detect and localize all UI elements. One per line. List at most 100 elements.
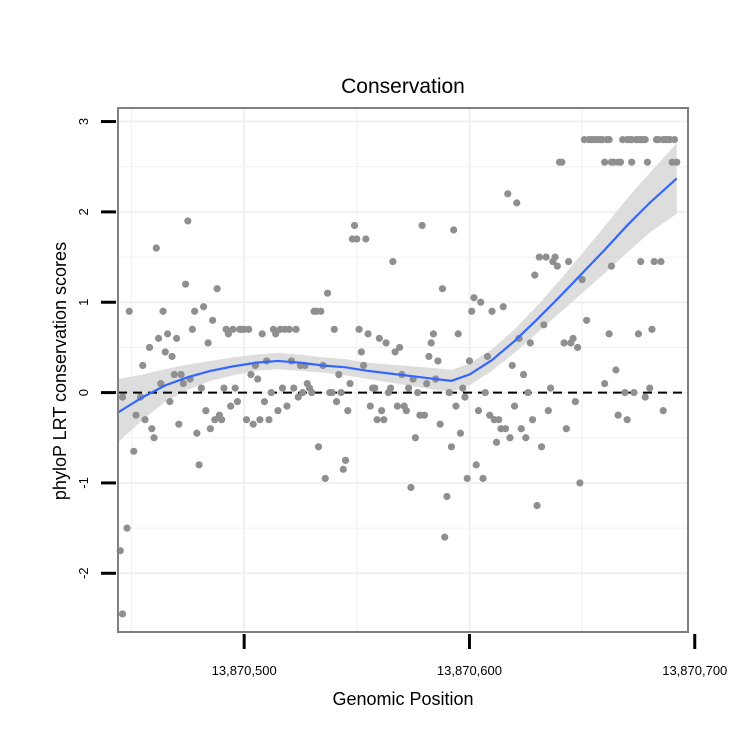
data-point <box>648 325 656 333</box>
data-point <box>630 388 638 397</box>
x-tick-label: 13,870,700 <box>662 663 727 678</box>
data-point <box>583 316 591 324</box>
data-point <box>168 352 176 361</box>
data-point <box>382 339 390 347</box>
data-point <box>569 334 577 342</box>
data-point <box>659 136 667 144</box>
data-point <box>357 348 365 356</box>
data-point <box>323 289 332 297</box>
data-point <box>441 533 449 541</box>
data-point <box>643 158 652 166</box>
data-point <box>260 398 269 406</box>
smooth-line <box>117 177 678 414</box>
data-point <box>641 136 649 144</box>
data-point <box>150 434 158 442</box>
x-axis-label: Genomic Position <box>332 689 473 709</box>
data-point <box>118 393 127 401</box>
data-point <box>188 325 196 333</box>
data-point <box>499 303 507 311</box>
data-point <box>438 285 447 293</box>
data-point <box>612 366 620 374</box>
data-point <box>470 294 478 302</box>
data-point <box>278 384 287 392</box>
data-point <box>477 298 485 306</box>
data-point <box>350 221 359 230</box>
data-point <box>353 235 361 243</box>
data-point <box>161 348 169 356</box>
data-point <box>285 325 293 333</box>
data-point <box>283 402 291 410</box>
data-point <box>227 402 235 410</box>
y-tick-label: 1 <box>76 299 91 306</box>
data-point <box>454 330 462 338</box>
data-point <box>483 352 492 361</box>
data-point <box>211 416 219 424</box>
y-tick-label: -2 <box>76 567 91 579</box>
data-point <box>414 388 422 397</box>
data-point <box>364 330 372 338</box>
data-point <box>344 407 352 415</box>
data-point <box>130 447 138 455</box>
data-point <box>290 384 298 392</box>
data-point <box>377 407 386 415</box>
data-point <box>242 416 251 424</box>
data-point <box>504 190 512 198</box>
data-point <box>233 398 242 406</box>
data-point <box>510 402 519 410</box>
data-point <box>157 379 165 388</box>
data-point <box>118 610 127 618</box>
data-point <box>193 429 201 437</box>
data-point <box>501 425 510 433</box>
data-point <box>308 388 316 397</box>
data-point <box>258 330 266 338</box>
data-point <box>154 334 163 342</box>
data-point <box>249 420 257 428</box>
data-point <box>427 339 435 347</box>
smooth-line-path <box>117 177 678 414</box>
data-point <box>213 285 221 293</box>
data-point <box>544 407 552 415</box>
data-point <box>204 339 212 347</box>
data-point <box>641 393 649 401</box>
data-point <box>152 244 160 252</box>
data-point <box>657 257 665 266</box>
data-point <box>526 339 534 347</box>
data-point <box>468 307 476 315</box>
data-point <box>601 158 609 166</box>
data-point <box>220 384 228 392</box>
data-point <box>330 325 338 333</box>
data-point <box>355 325 363 333</box>
data-point <box>294 393 302 401</box>
data-point <box>574 343 582 352</box>
data-point <box>474 407 483 415</box>
x-tick-label: 13,870,600 <box>437 663 502 678</box>
data-point <box>407 483 415 492</box>
data-point <box>558 158 566 166</box>
x-tick-label: 13,870,500 <box>212 663 277 678</box>
data-point <box>224 330 232 338</box>
data-point <box>614 158 622 166</box>
data-point <box>123 524 131 532</box>
data-point <box>429 330 438 338</box>
data-point <box>191 307 199 315</box>
data-point <box>546 384 555 392</box>
data-point <box>461 393 469 401</box>
data-point <box>481 388 489 397</box>
data-point <box>371 384 379 392</box>
data-point <box>443 492 451 501</box>
data-point <box>436 420 444 428</box>
data-point <box>387 384 395 392</box>
data-point <box>465 357 474 365</box>
x-axis: 13,870,500 13,870,600 13,870,700 <box>212 634 727 678</box>
data-point <box>195 461 203 469</box>
data-point <box>317 307 325 315</box>
data-point <box>605 136 613 144</box>
data-point <box>209 316 217 324</box>
data-point <box>447 443 456 451</box>
data-point <box>508 361 516 370</box>
data-point <box>659 407 667 415</box>
data-point <box>517 425 525 433</box>
data-point <box>533 501 541 510</box>
data-point <box>132 411 140 419</box>
